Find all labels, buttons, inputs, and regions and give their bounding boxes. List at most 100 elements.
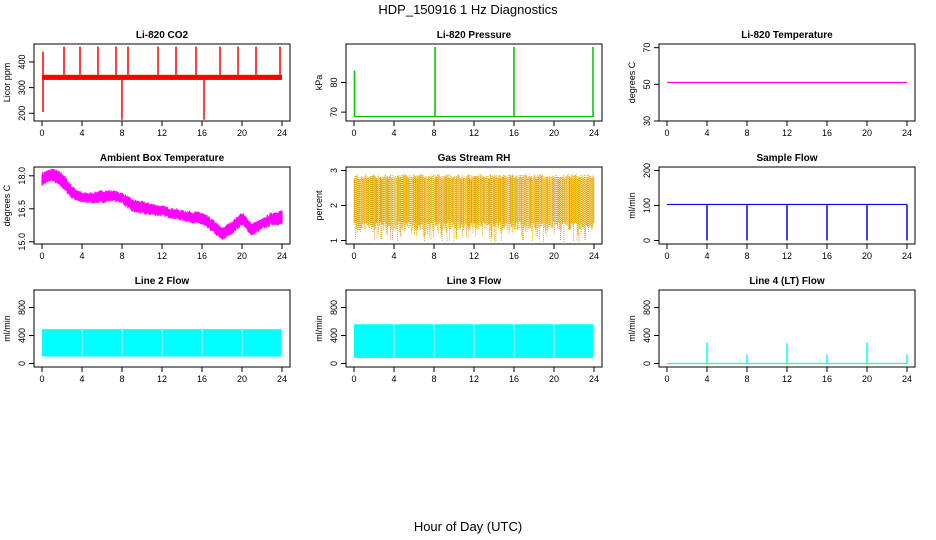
temperature-band	[41, 168, 283, 240]
y-tick-label: 0	[17, 361, 27, 366]
x-tick-label: 12	[782, 251, 792, 261]
x-tick-label: 12	[469, 374, 479, 384]
y-axis-label: percent	[314, 190, 324, 221]
panel-3: Li-820 Temperature degrees C 0 4 8 12 16 20 24 30…	[627, 30, 916, 138]
panel-title: Sample Flow	[756, 153, 817, 164]
x-tick-label: 4	[391, 128, 396, 138]
panel-title: Line 2 Flow	[135, 276, 190, 287]
x-tick-label: 0	[39, 251, 44, 261]
x-tick-label: 12	[157, 128, 167, 138]
panel-2: Li-820 Pressure kPa 0 4 8 12 16 20 24 70 80	[314, 30, 603, 138]
y-tick-label: 3	[329, 168, 339, 173]
y-tick-label: 70	[329, 107, 339, 117]
y-tick-label: 200	[642, 163, 652, 178]
y-tick-label: 0	[329, 361, 339, 366]
y-axis-label: Licor ppm	[2, 63, 12, 103]
y-axis-label: ml/min	[2, 315, 12, 342]
y-axis-label: degrees C	[627, 61, 637, 103]
y-tick-label: 16.5	[17, 200, 27, 218]
y-tick-label: 100	[642, 198, 652, 213]
plot-series	[41, 168, 283, 240]
plot-series	[667, 203, 908, 241]
x-tick-label: 16	[197, 374, 207, 384]
y-tick-label: 200	[17, 106, 27, 121]
x-tick-label: 4	[704, 374, 709, 384]
x-tick-label: 4	[391, 374, 396, 384]
x-tick-label: 8	[744, 128, 749, 138]
plot-series	[353, 174, 595, 242]
x-tick-label: 16	[509, 374, 519, 384]
x-tick-label: 16	[822, 128, 832, 138]
x-tick-label: 0	[351, 374, 356, 384]
y-tick-label: 800	[17, 300, 27, 315]
y-tick-label: 0	[642, 238, 652, 243]
x-tick-label: 0	[39, 374, 44, 384]
x-tick-label: 8	[744, 374, 749, 384]
x-tick-label: 24	[902, 374, 912, 384]
panel-8: Line 3 Flow ml/min 0 4 8 12 16 20 24 0 400 800	[314, 276, 603, 384]
y-tick-label: 50	[642, 79, 652, 89]
y-axis-label: ml/min	[627, 315, 637, 342]
x-tick-label: 12	[469, 251, 479, 261]
x-tick-label: 4	[704, 128, 709, 138]
panel-title: Li-820 Temperature	[741, 30, 833, 41]
x-tick-label: 4	[79, 374, 84, 384]
x-tick-label: 24	[902, 128, 912, 138]
x-tick-label: 8	[119, 128, 124, 138]
panel-title: Line 4 (LT) Flow	[749, 276, 825, 287]
x-tick-label: 24	[589, 128, 599, 138]
x-tick-label: 0	[39, 128, 44, 138]
x-tick-label: 24	[589, 251, 599, 261]
x-tick-label: 12	[157, 374, 167, 384]
x-tick-label: 0	[351, 128, 356, 138]
x-tick-label: 0	[664, 374, 669, 384]
plot-series	[667, 342, 908, 365]
panel-9: Line 4 (LT) Flow ml/min 0 4 8 12 16 20 24 0 400 800	[627, 276, 916, 384]
x-tick-label: 20	[862, 251, 872, 261]
y-tick-label: 400	[17, 54, 27, 69]
y-tick-label: 18.0	[17, 167, 27, 185]
x-tick-label: 20	[549, 374, 559, 384]
x-tick-label: 4	[79, 128, 84, 138]
x-tick-label: 16	[822, 251, 832, 261]
x-tick-label: 8	[431, 251, 436, 261]
x-tick-label: 8	[431, 128, 436, 138]
x-tick-label: 20	[237, 128, 247, 138]
y-tick-label: 400	[642, 328, 652, 343]
panel-6: Sample Flow ml/min 0 4 8 12 16 20 24 0 100 200	[627, 153, 916, 261]
x-tick-label: 0	[351, 251, 356, 261]
plot-series	[354, 321, 595, 361]
y-tick-label: 70	[642, 43, 652, 53]
x-tick-label: 8	[431, 374, 436, 384]
panel-title: Li-820 Pressure	[437, 30, 512, 41]
x-tick-label: 20	[549, 251, 559, 261]
x-tick-label: 16	[197, 251, 207, 261]
y-tick-label: 800	[329, 300, 339, 315]
y-tick-label: 800	[642, 300, 652, 315]
x-tick-label: 16	[509, 251, 519, 261]
rh-band	[353, 174, 595, 242]
panel-title: Ambient Box Temperature	[100, 153, 225, 164]
x-tick-label: 24	[277, 251, 287, 261]
x-tick-label: 20	[237, 251, 247, 261]
x-tick-label: 24	[902, 251, 912, 261]
x-tick-label: 20	[862, 128, 872, 138]
y-tick-label: 15.0	[17, 233, 27, 251]
panel-title: Li-820 CO2	[136, 30, 189, 41]
y-axis-label: kPa	[314, 75, 324, 91]
x-tick-label: 16	[822, 374, 832, 384]
x-tick-label: 24	[277, 374, 287, 384]
x-tick-label: 8	[744, 251, 749, 261]
x-tick-label: 24	[589, 374, 599, 384]
co2-baseline	[42, 74, 282, 80]
y-axis-label: ml/min	[314, 315, 324, 342]
plot-frame	[33, 43, 291, 122]
plot-series	[42, 326, 283, 360]
x-tick-label: 16	[509, 128, 519, 138]
x-tick-label: 4	[704, 251, 709, 261]
panel-title: Line 3 Flow	[447, 276, 502, 287]
panel-7: Line 2 Flow ml/min 0 4 8 12 16 20 24 0 400 800	[2, 276, 291, 384]
plot-series	[353, 46, 594, 118]
